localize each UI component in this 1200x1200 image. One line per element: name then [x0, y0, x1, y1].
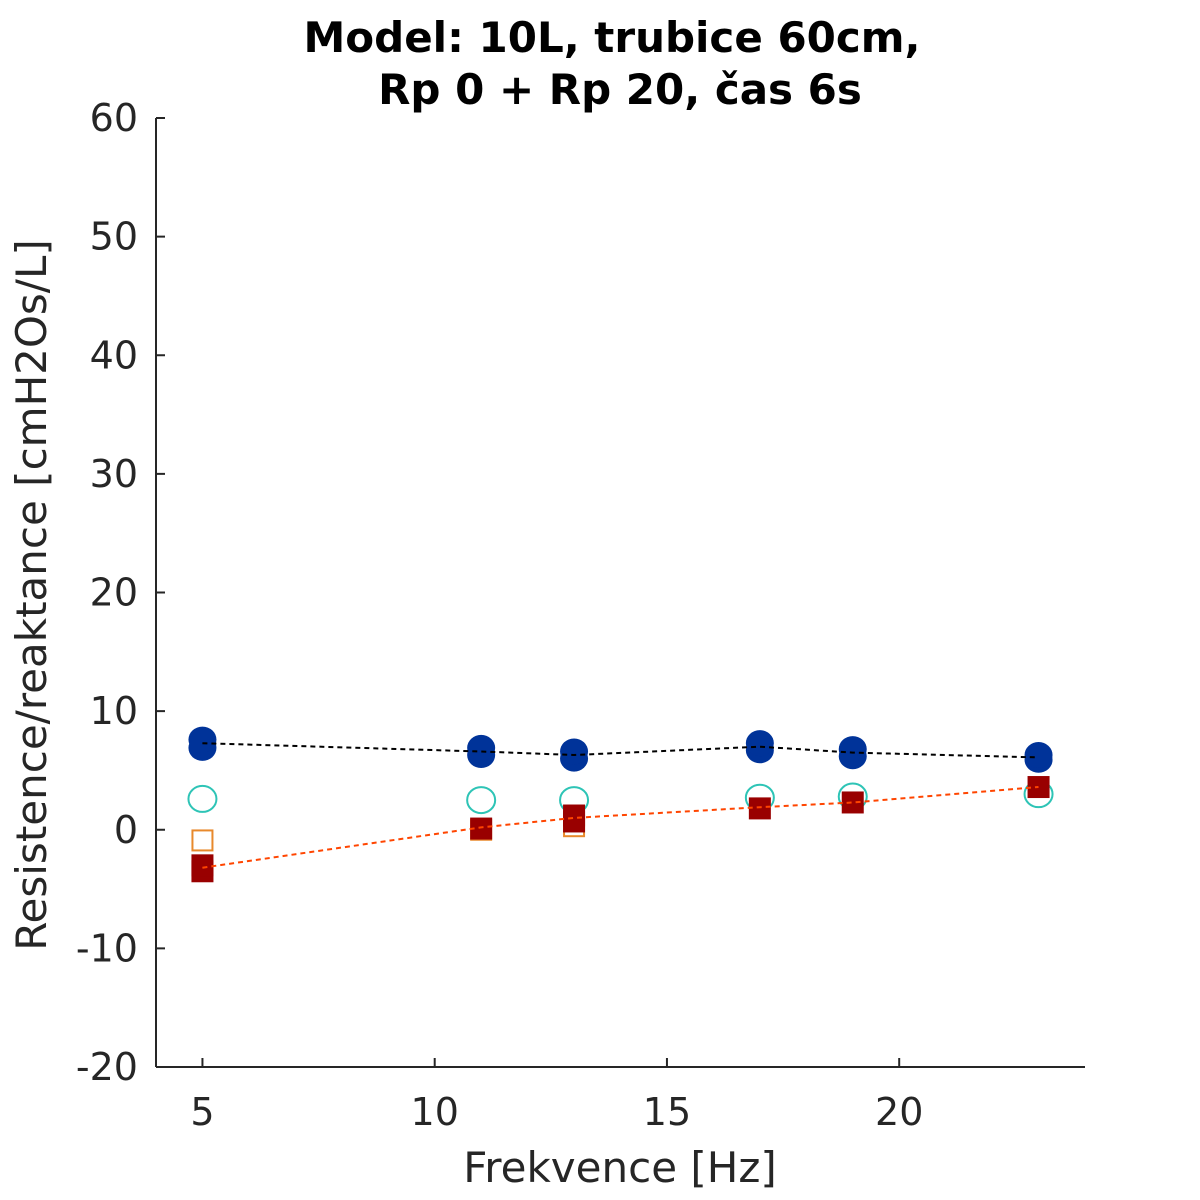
series-1-point: [466, 786, 497, 815]
x-tick-label: 10: [411, 1090, 459, 1134]
y-tick-label: 10: [90, 689, 138, 733]
y-tick-label: 60: [90, 96, 138, 140]
series-3-point: [191, 829, 214, 852]
series-5-dashed-line: [202, 786, 1039, 869]
y-tick-label: 50: [90, 215, 138, 259]
series-layer: [187, 726, 1054, 883]
x-tick-label: 5: [190, 1090, 214, 1134]
x-tick-label: 20: [875, 1090, 923, 1134]
series-0-point: [560, 738, 589, 765]
series-2-point: [1027, 776, 1050, 799]
series-2-point: [470, 817, 493, 840]
y-axis-label: Resistence/reaktance [cmH2Os/L]: [7, 239, 56, 951]
y-tick-label: 0: [114, 808, 138, 852]
y-tick-label: -20: [76, 1045, 138, 1089]
chart-title-line-1: Model: 10L, trubice 60cm,: [303, 13, 920, 62]
series-4-dashed-line: [202, 742, 1039, 759]
series-2-point: [563, 804, 586, 827]
series-2-point: [748, 797, 771, 820]
y-tick-label: 30: [90, 452, 138, 496]
series-2-point: [841, 791, 864, 814]
x-axis-label: Frekvence [Hz]: [463, 1143, 777, 1192]
series-1-point: [187, 784, 218, 813]
chart-title-line-2: Rp 0 + Rp 20, čas 6s: [378, 65, 862, 114]
series-0-point: [1024, 742, 1053, 769]
series-2-point: [191, 854, 214, 877]
y-tick-label: 20: [90, 571, 138, 615]
y-axis-ticks: -20 -10 0 10 20 30 40 50 60: [76, 96, 165, 1089]
y-tick-label: -10: [76, 926, 138, 970]
series-0-point: [188, 726, 217, 753]
series-0-point: [467, 734, 496, 761]
series-0-point: [838, 736, 867, 763]
x-tick-label: 15: [643, 1090, 691, 1134]
x-axis-ticks: 5 10 15 20: [190, 1058, 923, 1134]
y-tick-label: 40: [90, 333, 138, 377]
series-0-point: [745, 730, 774, 757]
